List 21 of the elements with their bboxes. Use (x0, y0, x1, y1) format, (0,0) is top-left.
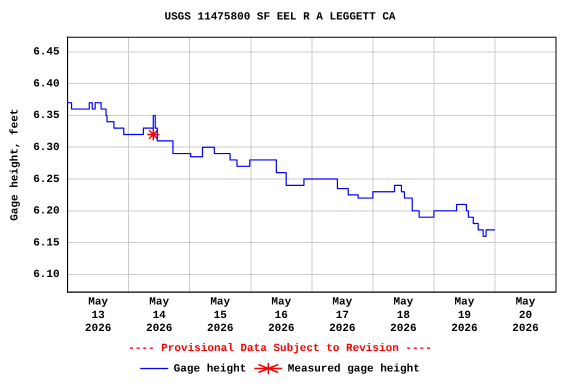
x-tick-label: May 16 2026 (268, 296, 294, 335)
y-tick-label: 6.15 (33, 237, 60, 250)
x-tick-label: May 13 2026 (84, 296, 112, 335)
y-tick-label: 6.10 (33, 269, 60, 282)
x-tick-label: May 18 2026 (390, 296, 417, 335)
legend-label: Gage height (174, 363, 246, 376)
y-axis-title: Gage height, feet (8, 108, 22, 221)
y-tick-label: 6.45 (33, 46, 60, 59)
y-tick-label: 6.35 (33, 110, 60, 122)
text: ---- Provisional Data Subject to Revision ---- (128, 343, 432, 356)
x-tick-label: May 20 2026 (512, 296, 539, 335)
legend-label: Measured gage height (288, 363, 420, 376)
x-tick-label: May 15 2026 (207, 296, 234, 335)
x-tick-label: May 19 2026 (451, 296, 478, 335)
chart-title: USGS 11475800 SF EEL R A LEGGETT CA (164, 11, 396, 24)
x-tick-label: May 14 2026 (146, 296, 172, 335)
x-tick-label: May 17 2026 (329, 296, 356, 335)
y-tick-label: 6.20 (33, 206, 60, 218)
y-tick-label: 6.40 (33, 78, 60, 90)
y-tick-label: 6.25 (33, 174, 60, 186)
y-tick-label: 6.30 (33, 142, 60, 154)
